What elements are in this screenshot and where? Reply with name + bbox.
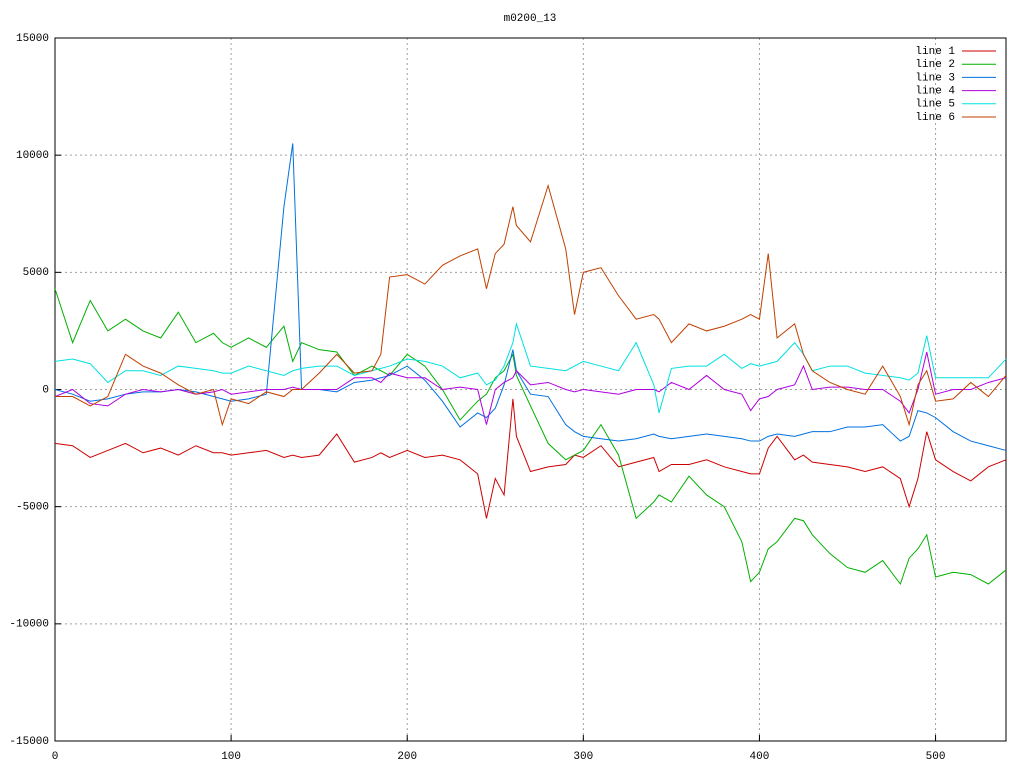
y-tick-label: 5000: [23, 267, 49, 279]
x-tick-label: 100: [221, 751, 241, 763]
y-tick-label: 15000: [16, 33, 49, 45]
legend-label: line 4: [915, 86, 955, 98]
legend-label: line 2: [915, 59, 955, 71]
x-tick-label: 300: [573, 751, 593, 763]
legend-label: line 5: [915, 99, 955, 111]
y-tick-label: 0: [42, 384, 49, 396]
y-tick-label: -15000: [9, 736, 49, 748]
x-tick-label: 200: [397, 751, 417, 763]
x-tick-label: 500: [926, 751, 946, 763]
series-line: [54, 321, 1007, 414]
x-tick-label: 0: [52, 751, 59, 763]
series-line: [54, 143, 1007, 451]
chart-title: m0200_13: [504, 13, 557, 25]
series-line: [54, 288, 1007, 586]
y-tick-label: 10000: [16, 150, 49, 162]
y-tick-label: -5000: [16, 502, 49, 514]
legend-label: line 6: [915, 112, 955, 124]
series-line: [54, 398, 1007, 519]
series-line: [55, 183, 1007, 427]
series-line: [54, 351, 1007, 425]
x-tick-label: 400: [750, 751, 770, 763]
legend-label: line 1: [915, 46, 955, 58]
legend-label: line 3: [915, 72, 955, 84]
y-tick-label: -10000: [9, 619, 49, 631]
